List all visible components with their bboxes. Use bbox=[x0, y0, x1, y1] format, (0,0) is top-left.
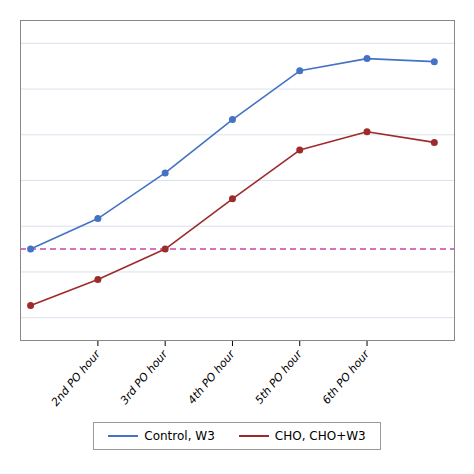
svg-text:2nd PO hour: 2nd PO hour bbox=[49, 347, 104, 409]
html-text:CHO, CHO+W3: CHO, CHO+W3 bbox=[274, 429, 366, 443]
svg-text:6th PO hour: 6th PO hour bbox=[320, 347, 373, 407]
html-text:Control, W3: Control, W3 bbox=[144, 429, 215, 443]
svg-text:3rd PO hour: 3rd PO hour bbox=[118, 347, 171, 407]
svg-text:5th PO hour: 5th PO hour bbox=[253, 347, 306, 407]
svg-text:4th PO hour: 4th PO hour bbox=[185, 347, 238, 407]
